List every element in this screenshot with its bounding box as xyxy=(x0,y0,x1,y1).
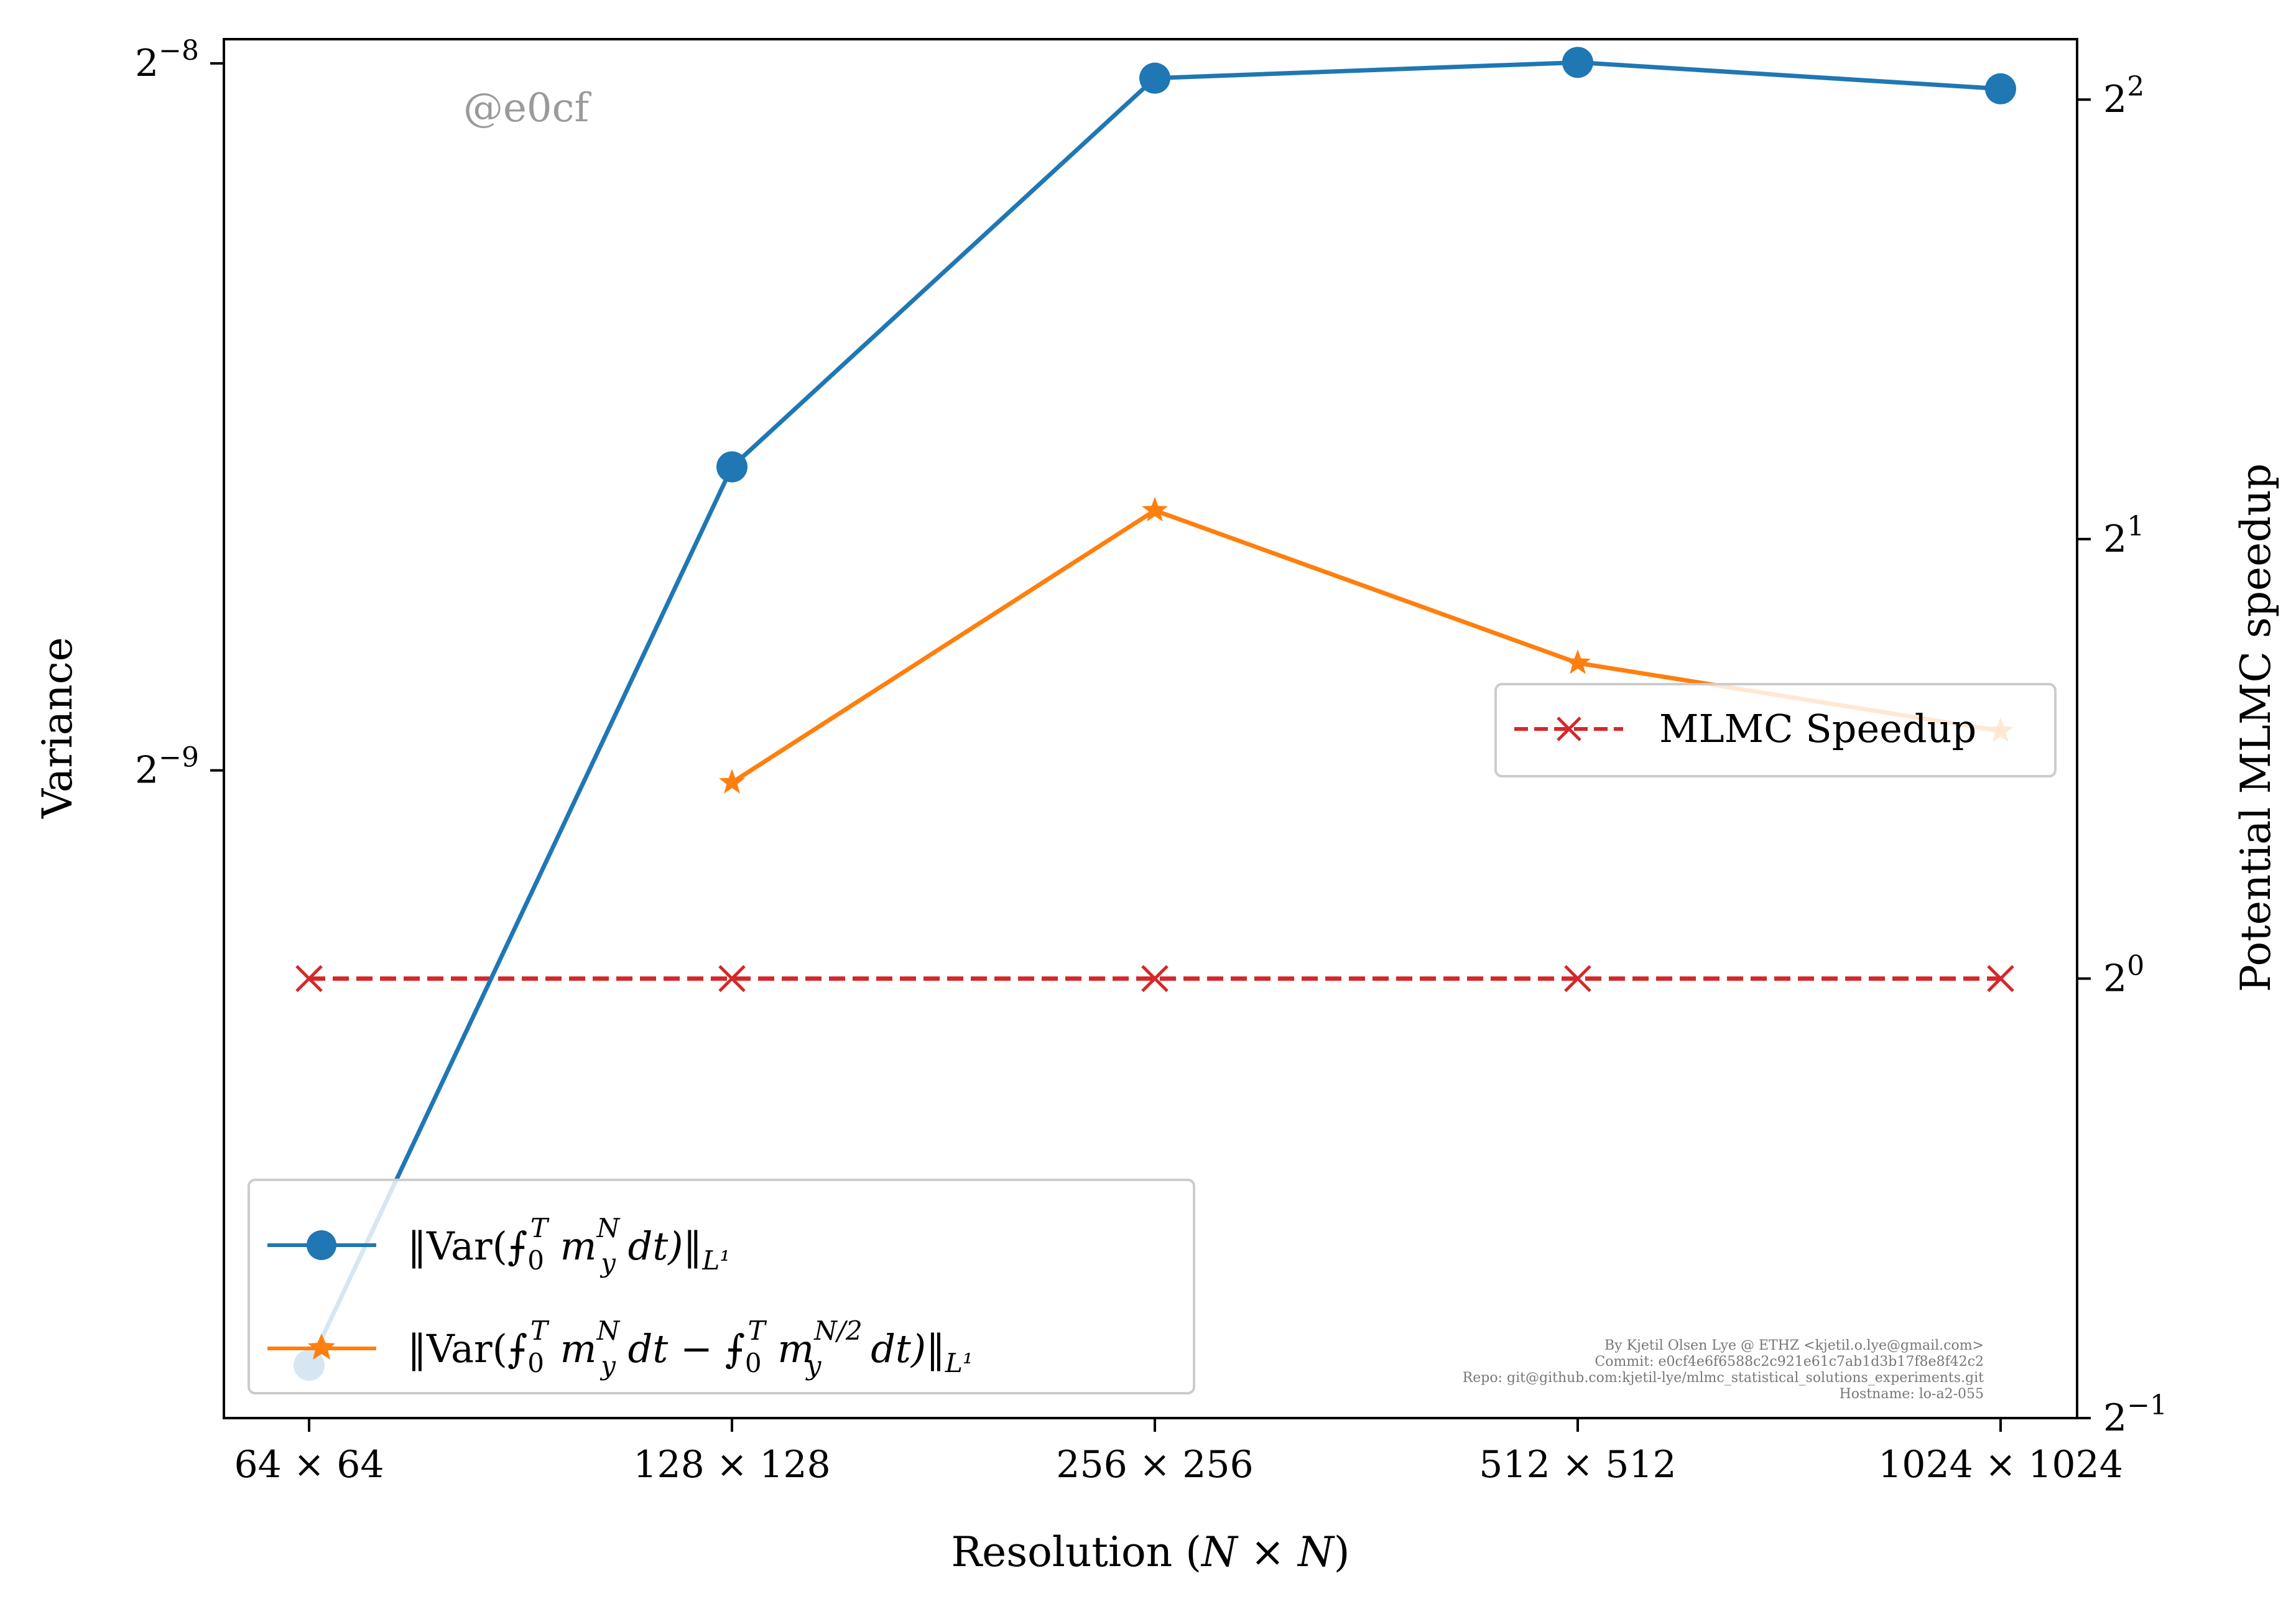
legend-label-variance: ‖Var(⨍0T mN y dt)‖L¹ xyxy=(407,1213,730,1278)
point-speedup xyxy=(1141,965,1169,993)
x-axis-title: Resolution (N × N) xyxy=(951,1528,1349,1576)
y-axis-left-title: Variance xyxy=(34,637,81,819)
point-x-stroke xyxy=(295,965,323,993)
right-tick-label: 2−1 xyxy=(2103,1389,2167,1440)
watermark: @e0cf xyxy=(463,85,591,131)
left-tick-label: 2−9 xyxy=(135,742,199,792)
right-tick-label: 20 xyxy=(2103,950,2144,1000)
legend-right: MLMC Speedup xyxy=(1494,683,2057,777)
legend-swatch-speedup-marker xyxy=(1557,717,1581,741)
legend-right-box xyxy=(1494,683,2057,777)
point-speedup xyxy=(718,965,746,993)
legend-swatch-variance-marker xyxy=(307,1230,336,1260)
point-diff xyxy=(1565,649,1591,674)
point-speedup xyxy=(1987,965,2014,993)
point-speedup xyxy=(1564,965,1591,993)
series-layer xyxy=(294,47,2016,1381)
point-x-stroke xyxy=(1987,965,2014,993)
legend-left: ‖Var(⨍0T mN y dt)‖L¹ ‖Var(⨍0T mN y dt − ⨍0… xyxy=(248,1179,1195,1394)
point-variance xyxy=(716,451,748,483)
point-x-stroke xyxy=(1141,965,1169,993)
point-variance xyxy=(1139,62,1170,94)
x-tick-label: 256 × 256 xyxy=(1056,1443,1253,1486)
right-axis-ticks: 22 21 20 2−1 xyxy=(2077,71,2167,1440)
footer-line-3: Repo: git@github.com:kjetil-lye/mlmc_sta… xyxy=(1463,1370,1984,1386)
point-diff xyxy=(719,769,745,794)
footer-line-2: Commit: e0cf4e6f6588c2c921e61c7ab1d3b17f… xyxy=(1595,1354,1984,1370)
x-tick-label: 1024 × 1024 xyxy=(1878,1443,2123,1486)
y-axis-right-title: Potential MLMC speedup xyxy=(2232,463,2280,992)
footer-credits: By Kjetil Olsen Lye @ ETHZ <kjetil.o.lye… xyxy=(1463,1338,1984,1402)
x-tick-label: 64 × 64 xyxy=(234,1443,384,1486)
left-tick-label: 2−8 xyxy=(135,35,199,85)
right-tick-label: 22 xyxy=(2103,71,2144,121)
plot-frame xyxy=(223,38,2078,1419)
point-x-stroke xyxy=(718,965,746,993)
legend-left-item-2: ‖Var(⨍0T mN y dt − ⨍0T mN/2 y dt)‖L¹ xyxy=(267,1315,973,1381)
point-variance xyxy=(1562,47,1593,78)
x-axis-ticks: 64 × 64 128 × 128 256 × 256 512 × 512 1024 ×… xyxy=(234,1418,2123,1486)
right-tick-label: 21 xyxy=(2103,511,2144,561)
point-x-stroke xyxy=(1564,965,1591,993)
legend-left-item-1: ‖Var(⨍0T mN y dt)‖L¹ xyxy=(267,1213,730,1278)
legend-label-diff: ‖Var(⨍0T mN y dt − ⨍0T mN/2 y dt)‖L¹ xyxy=(407,1315,973,1381)
series-speedup xyxy=(295,965,2014,993)
point-diff xyxy=(1142,496,1168,522)
point-variance xyxy=(1985,73,2016,104)
legend-label-speedup: MLMC Speedup xyxy=(1659,706,1976,751)
series-variance xyxy=(294,47,2016,1381)
footer-line-4: Hostname: lo-a2-055 xyxy=(1840,1386,1984,1402)
legend-swatch-diff-marker xyxy=(308,1333,335,1360)
x-tick-label: 512 × 512 xyxy=(1479,1443,1676,1486)
footer-line-1: By Kjetil Olsen Lye @ ETHZ <kjetil.o.lye… xyxy=(1604,1338,1984,1353)
legend-left-box xyxy=(248,1179,1195,1394)
x-tick-label: 128 × 128 xyxy=(633,1443,830,1486)
left-axis-ticks: 2−8 2−9 xyxy=(135,35,224,792)
point-speedup xyxy=(295,965,323,993)
